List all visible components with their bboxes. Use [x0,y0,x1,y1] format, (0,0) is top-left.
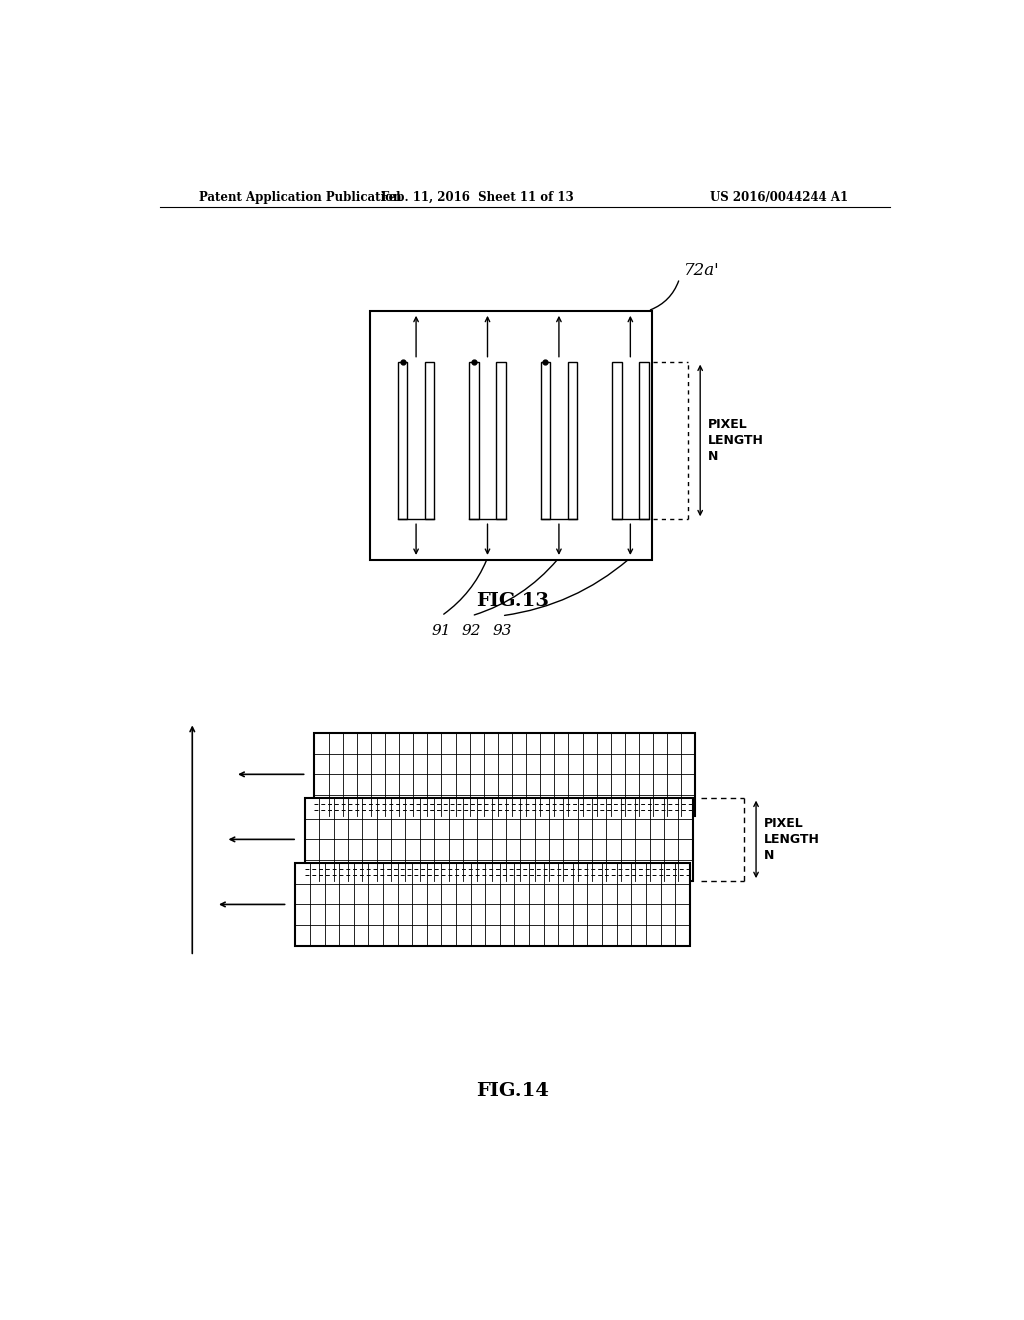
Text: Feb. 11, 2016  Sheet 11 of 13: Feb. 11, 2016 Sheet 11 of 13 [381,190,573,203]
Bar [567,362,578,519]
Text: 93: 93 [493,624,512,638]
Bar [541,362,550,519]
Text: 91: 91 [432,624,452,638]
Text: PIXEL
LENGTH
N: PIXEL LENGTH N [764,817,820,862]
Text: 92: 92 [462,624,481,638]
Text: Patent Application Publication: Patent Application Publication [200,190,402,203]
Text: US 2016/0044244 A1: US 2016/0044244 A1 [710,190,848,203]
Bar [397,362,408,519]
Bar [469,362,479,519]
Text: 72a': 72a' [684,261,719,279]
Bar [305,797,692,880]
Bar [425,362,434,519]
Text: PIXEL
LENGTH
N: PIXEL LENGTH N [709,418,764,463]
Text: FIG.14: FIG.14 [476,1082,549,1101]
Text: FIG.13: FIG.13 [476,591,550,610]
Bar [639,362,648,519]
Bar [314,733,695,816]
Bar [612,362,622,519]
Bar [370,312,651,560]
Bar [497,362,506,519]
Bar [296,863,690,946]
